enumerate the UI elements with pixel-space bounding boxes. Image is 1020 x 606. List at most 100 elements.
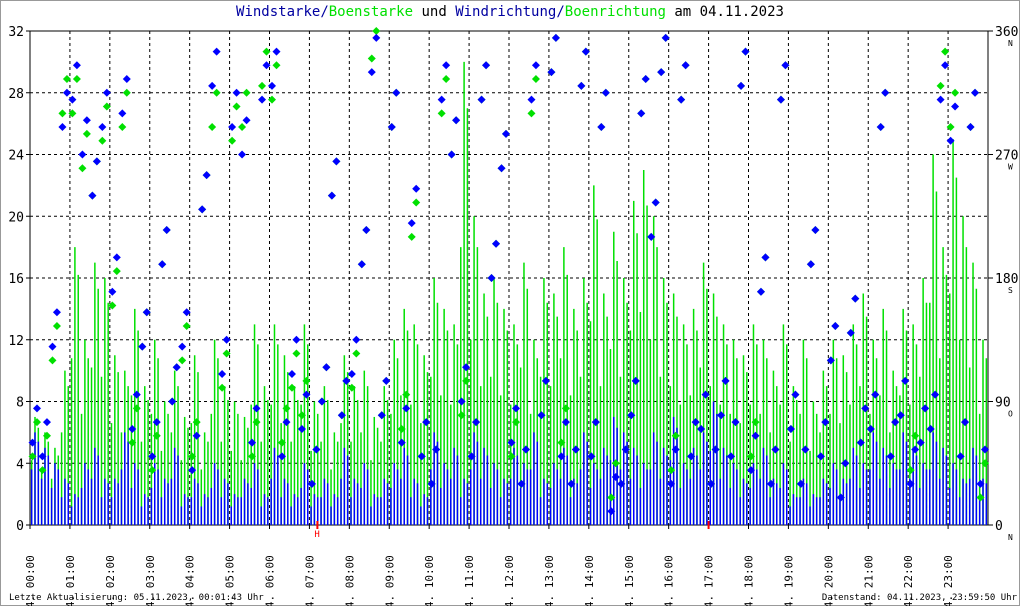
direction-point [816,452,825,461]
direction-point [587,452,596,461]
direction-point [876,123,885,132]
compass-label: N [1008,533,1013,542]
gust-direction-point [607,493,616,502]
direction-point [551,33,560,42]
direction-point [936,95,945,104]
direction-point [92,157,101,166]
gust-direction-point [277,438,286,447]
direction-point [252,404,261,413]
direction-point [102,88,111,97]
x-tick-label: 04. 21:00 [862,555,875,606]
direction-point [756,287,765,296]
gust-direction-point [906,466,915,475]
direction-point [966,123,975,132]
direction-point [557,452,566,461]
gust-direction-point [272,61,281,70]
direction-point [382,376,391,385]
gust-direction-point [208,123,217,132]
direction-point [791,390,800,399]
y-tick-label-left: 28 [8,87,24,102]
direction-point [741,47,750,56]
compass-label: O [1008,410,1013,419]
title-sep1: / [320,4,329,20]
direction-point [591,418,600,427]
direction-point [417,452,426,461]
direction-point [661,33,670,42]
direction-point [168,397,177,406]
direction-point [671,445,680,454]
gust-direction-point [112,267,121,276]
direction-point [601,88,610,97]
direction-point [976,479,985,488]
gust-direction-point [218,383,227,392]
y-tick-label-left: 20 [8,210,24,225]
direction-point [637,109,646,118]
direction-point [781,61,790,70]
direction-point [681,61,690,70]
direction-point [347,370,356,379]
gust-direction-point [68,109,77,118]
x-tick-label: 04. 10:00 [423,555,436,606]
direction-point [826,356,835,365]
data-state-text: Datenstand: 04.11.2023, 23:59:50 Uhr [821,593,1017,603]
direction-point [62,88,71,97]
direction-point [717,411,726,420]
direction-point [222,335,231,344]
direction-point [297,424,306,433]
direction-point [881,88,890,97]
direction-point [911,445,920,454]
direction-point [956,452,965,461]
gust-direction-point [292,349,301,358]
compass-label: N [1008,39,1013,48]
y-tick-label-right: 90 [995,396,1011,411]
direction-point [32,404,41,413]
x-tick-label: 04. 23:00 [942,555,955,606]
direction-point [332,157,341,166]
y-tick-label-right: 360 [995,25,1018,40]
gust-direction-point [38,466,47,475]
direction-point [362,225,371,234]
direction-point [387,123,396,132]
direction-point [896,411,905,420]
direction-point [452,116,461,125]
x-tick-label: 04. 11:00 [463,555,476,606]
gust-direction-point [507,452,516,461]
x-tick-label: 04. 07:00 [303,555,316,606]
direction-point [178,342,187,351]
gust-direction-point [148,466,157,475]
direction-point [402,404,411,413]
y-tick-label-left: 24 [8,149,24,164]
direction-point [457,397,466,406]
direction-point [427,479,436,488]
direction-point [337,411,346,420]
direction-point [392,88,401,97]
direction-point [651,198,660,207]
direction-point [118,109,127,118]
direction-point [951,102,960,111]
title-boenstarke: Boenstarke [328,4,414,20]
gust-direction-point [132,404,141,413]
gust-direction-point [511,418,520,427]
chart-title: Windstarke/Boenstarke und Windrichtung/B… [0,4,1020,20]
direction-point [786,424,795,433]
direction-point [108,287,117,296]
direction-point [228,123,237,132]
direction-point [537,411,546,420]
direction-point [571,445,580,454]
gust-direction-point [78,164,87,173]
x-tick-label: 04. 06:00 [264,555,277,606]
gust-direction-point [531,75,540,84]
direction-point [28,438,37,447]
direction-point [287,370,296,379]
gust-direction-point [32,418,41,427]
x-tick-label: 04. 19:00 [782,555,795,606]
direction-point [721,376,730,385]
x-tick-label: 04. 18:00 [743,555,756,606]
direction-point [746,466,755,475]
direction-point [906,479,915,488]
gust-direction-point [911,431,920,440]
direction-point [711,445,720,454]
y-tick-label-left: 0 [16,519,24,534]
direction-point [901,376,910,385]
gust-direction-point [82,129,91,138]
